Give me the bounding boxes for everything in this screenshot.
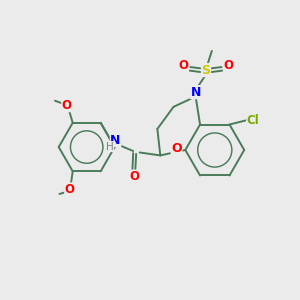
Text: O: O	[224, 59, 234, 72]
Text: N: N	[190, 85, 201, 99]
Text: S: S	[201, 64, 210, 76]
Text: O: O	[178, 59, 188, 72]
Text: Cl: Cl	[247, 114, 260, 127]
Text: O: O	[171, 142, 182, 155]
Text: O: O	[62, 99, 72, 112]
Text: N: N	[110, 134, 121, 147]
Text: O: O	[130, 170, 140, 183]
Text: O: O	[65, 183, 75, 196]
Text: H: H	[106, 142, 113, 152]
